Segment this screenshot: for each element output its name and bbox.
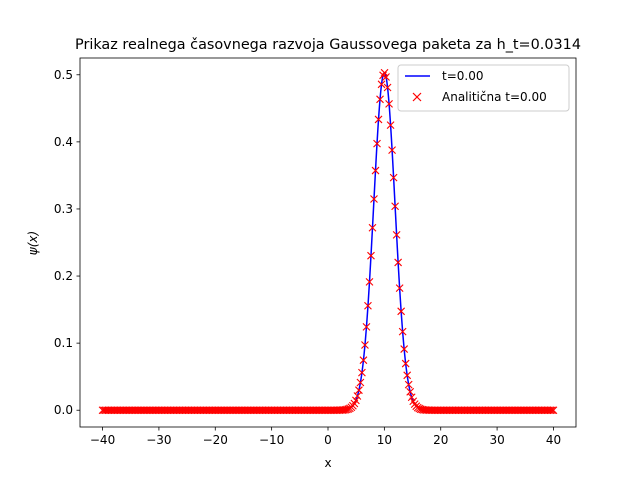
marker-point <box>368 223 377 232</box>
marker-point <box>389 173 398 182</box>
marker-point <box>358 368 366 377</box>
series-layer <box>98 68 558 415</box>
marker-point <box>388 146 396 155</box>
marker-point <box>365 278 374 286</box>
x-tick-label: −10 <box>259 433 284 447</box>
x-tick-label: 20 <box>433 433 448 447</box>
marker-point <box>395 284 404 292</box>
marker-point <box>355 386 363 395</box>
legend-label-series-1: t=0.00 <box>442 69 483 83</box>
x-tick-label: 30 <box>489 433 504 447</box>
marker-point <box>377 80 386 89</box>
x-tick-label: −20 <box>203 433 228 447</box>
y-tick-label: 0.5 <box>54 68 73 82</box>
marker-point <box>370 195 378 203</box>
marker-point <box>392 230 401 239</box>
marker-point <box>400 345 409 353</box>
legend-box <box>397 64 570 112</box>
marker-point <box>548 406 556 415</box>
marker-point <box>356 378 365 387</box>
marker-point <box>382 73 390 81</box>
x-axis-label: x <box>324 456 331 470</box>
legend: t=0.00 Analitična t=0.00 <box>397 64 570 112</box>
x-tick-label: −40 <box>90 433 115 447</box>
marker-point <box>385 100 393 108</box>
marker-point <box>391 202 399 211</box>
marker-point <box>549 406 558 415</box>
marker-point <box>352 396 360 405</box>
y-axis-label: ψ(x) <box>26 231 40 255</box>
y-tick-label: 0.0 <box>54 403 73 417</box>
y-tick-label: 0.3 <box>54 202 73 216</box>
marker-point <box>362 322 371 331</box>
marker-point <box>394 258 403 267</box>
marker-point <box>380 68 389 77</box>
marker-point <box>398 327 407 336</box>
legend-marker-swatch <box>412 92 422 102</box>
marker-point <box>374 115 383 124</box>
marker-point <box>407 393 416 402</box>
legend-label-series-2: Analitična t=0.00 <box>442 90 547 104</box>
y-ticks: 0.0 0.1 0.2 0.3 0.4 0.5 <box>54 68 80 417</box>
marker-point <box>404 380 413 389</box>
marker-point <box>386 121 395 130</box>
marker-point <box>371 166 380 175</box>
marker-point <box>376 95 384 104</box>
y-tick-label: 0.2 <box>54 269 73 283</box>
marker-point <box>364 301 372 310</box>
marker-point <box>353 392 362 400</box>
x-tick-label: 0 <box>324 433 332 447</box>
marker-point <box>361 341 369 349</box>
marker-point <box>367 251 375 260</box>
marker-point <box>383 83 392 92</box>
marker-point <box>339 406 348 414</box>
marker-point <box>397 307 406 316</box>
x-tick-label: 10 <box>377 433 392 447</box>
y-tick-label: 0.1 <box>54 336 73 350</box>
y-tick-label: 0.4 <box>54 135 73 149</box>
chart-title: Prikaz realnega časovnega razvoja Gausso… <box>75 37 581 53</box>
x-ticks: −40 −30 −20 −10 0 10 20 30 40 <box>90 427 561 447</box>
x-tick-label: −30 <box>146 433 171 447</box>
series-markers-analytic <box>98 68 558 415</box>
marker-point <box>403 371 412 380</box>
marker-point <box>546 406 555 415</box>
marker-point <box>373 139 381 148</box>
marker-point <box>341 405 350 414</box>
marker-point <box>359 356 368 365</box>
plot-area <box>98 68 558 415</box>
x-tick-label: 40 <box>546 433 561 447</box>
marker-point <box>401 359 410 368</box>
